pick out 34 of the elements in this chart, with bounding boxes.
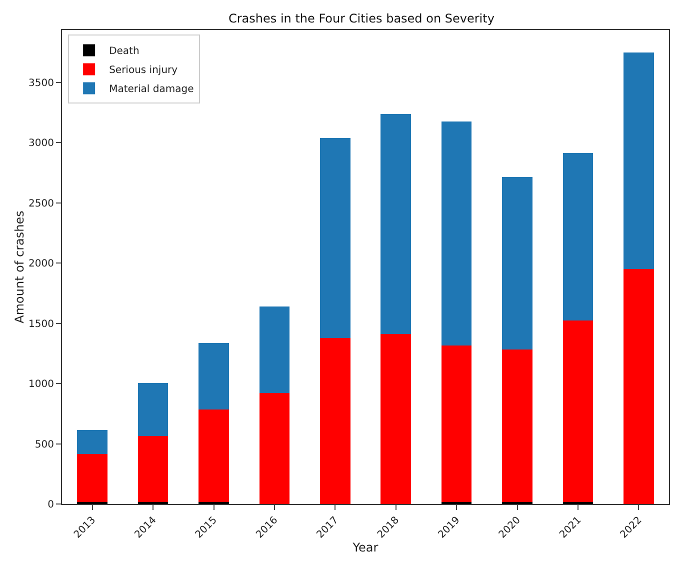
chart-title: Crashes in the Four Cities based on Severity [228,11,494,26]
y-tick-label: 2000 [28,258,54,270]
y-axis-title: Amount of crashes [12,210,27,324]
y-tick-label: 1000 [28,379,54,390]
bar [380,114,412,334]
bar [77,454,108,502]
bar [138,382,168,436]
bar [198,409,229,502]
y-tick-label: 3500 [28,78,54,90]
bar [380,334,412,504]
bar [623,52,654,270]
y-tick-label: 2500 [28,198,54,210]
bar [198,343,229,410]
x-axis-title: Year [352,540,378,555]
bar [441,122,472,346]
legend-label: Material damage [109,84,194,96]
bar [259,393,290,504]
legend-label: Serious injury [109,65,178,76]
bar [562,320,594,502]
y-tick-label: 3000 [28,138,54,150]
bar [77,430,108,454]
bar [502,177,532,350]
bar [259,306,290,394]
bar [441,346,472,502]
bar [623,269,654,504]
y-tick-label: 1500 [28,318,54,330]
bar [320,138,350,338]
y-tick-label: 500 [34,439,54,450]
legend-label: Death [109,46,140,58]
bar [138,436,168,502]
y-tick-label: 0 [48,500,54,510]
bar [502,349,532,502]
bar [562,152,594,320]
bar [320,338,350,504]
